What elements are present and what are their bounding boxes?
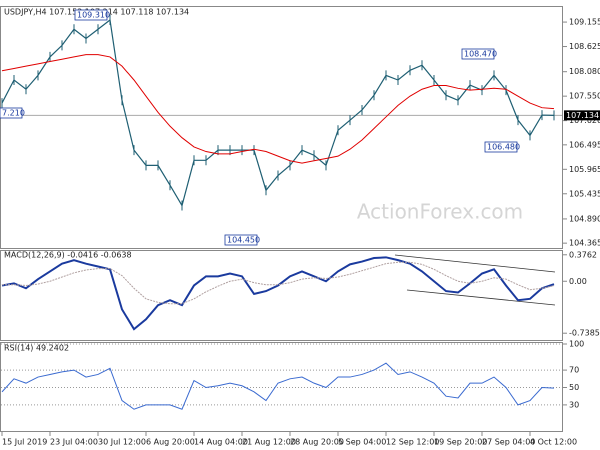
x-tick-label: 21 Aug 12:00 xyxy=(242,438,296,447)
x-tick-label: 27 Sep 04:00 xyxy=(482,438,535,447)
line xyxy=(1,362,555,410)
watermark: ActionForex.com xyxy=(357,200,523,224)
line xyxy=(1,256,555,331)
y-tick-label: 106.495 xyxy=(569,140,600,149)
annotation: 109.310 xyxy=(77,11,110,20)
x-tick-label: 28 Aug 20:00 xyxy=(290,438,344,447)
annotation: 104.450 xyxy=(227,236,260,245)
annotation: 106.480 xyxy=(487,143,520,152)
y-tick-label: 109.155 xyxy=(569,18,600,27)
line xyxy=(1,18,555,208)
y-tick-label: 104.365 xyxy=(569,239,600,248)
y-tick-label: 107.550 xyxy=(569,92,600,101)
x-tick-label: 12 Sep 12:00 xyxy=(386,438,439,447)
x-tick-label: 23 Jul 04:00 xyxy=(50,438,98,447)
x-tick-label: 14 Aug 04:00 xyxy=(194,438,248,447)
x-tick-label: 4 Oct 12:00 xyxy=(530,438,577,447)
y-tick-label: -0.7385 xyxy=(569,329,600,338)
channel-line xyxy=(406,289,556,306)
annotation-box xyxy=(461,48,495,60)
y-tick-label: 108.080 xyxy=(569,67,600,76)
x-tick-label: 5 Sep 04:00 xyxy=(338,438,386,447)
line xyxy=(2,261,555,305)
y-tick-label: 104.890 xyxy=(569,214,600,223)
last-price-label: 107.134 xyxy=(566,111,599,120)
y-tick-label: 50 xyxy=(569,383,579,392)
pane-title: MACD(12,26,9) -0.0416 -0.0638 xyxy=(4,251,132,260)
rsi-pane xyxy=(0,342,563,432)
y-tick-label: 100 xyxy=(569,340,584,349)
y-tick-label: 108.625 xyxy=(569,42,600,51)
pane-title: RSI(14) 49.2402 xyxy=(4,344,69,353)
x-tick-label: 30 Jul 12:00 xyxy=(98,438,146,447)
annotation: 7.210 xyxy=(2,109,25,118)
y-tick-label: 70 xyxy=(569,366,579,375)
macd-pane xyxy=(0,250,563,341)
y-tick-label: 0.00 xyxy=(569,277,587,286)
y-tick-label: 105.965 xyxy=(569,165,600,174)
price-pane xyxy=(0,6,563,249)
x-tick-label: 15 Jul 2019 xyxy=(2,438,47,447)
x-tick-label: 19 Sep 20:00 xyxy=(434,438,487,447)
annotation-box xyxy=(224,234,258,246)
y-tick-label: 107.020 xyxy=(569,116,600,125)
y-tick-label: 30 xyxy=(569,400,579,409)
annotation-box xyxy=(74,9,108,21)
line xyxy=(1,54,555,164)
x-tick-label: 6 Aug 20:00 xyxy=(146,438,195,447)
annotation-box xyxy=(0,107,23,119)
y-tick-label: 105.435 xyxy=(569,189,600,198)
channel-line xyxy=(394,254,556,273)
y-tick-label: 0.3762 xyxy=(569,250,597,259)
annotation-box xyxy=(484,141,518,153)
last-price-box xyxy=(564,110,600,121)
annotation: 108.470 xyxy=(464,50,497,59)
